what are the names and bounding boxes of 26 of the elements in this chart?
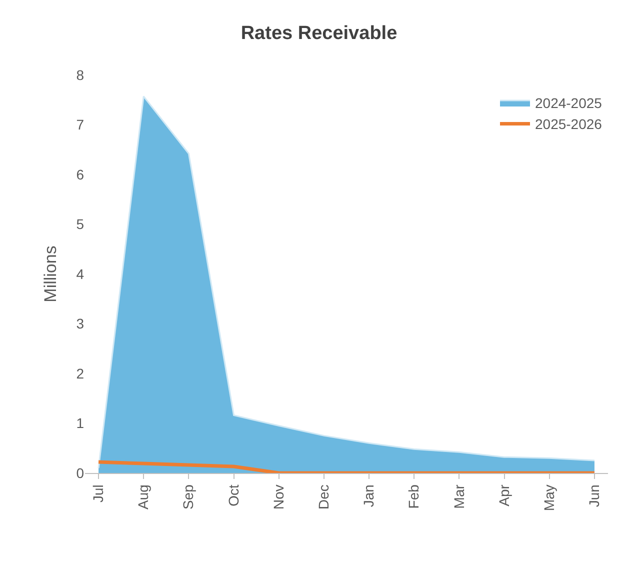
- y-axis-title: Millions: [40, 246, 60, 302]
- y-tick-label: 6: [76, 166, 84, 182]
- legend-label: 2025-2026: [535, 116, 602, 132]
- x-tick-label: Jan: [360, 484, 377, 508]
- x-tick-label: Aug: [135, 484, 152, 510]
- x-tick-label: Mar: [450, 484, 467, 509]
- y-tick-label: 2: [76, 365, 84, 382]
- y-tick-label: 8: [76, 66, 84, 83]
- x-tick-label: Dec: [316, 484, 332, 510]
- line-series: [96, 460, 596, 473]
- y-tick-label: 5: [76, 216, 84, 232]
- x-tick-label: Apr: [496, 484, 512, 506]
- legend-label: 2024-2025: [535, 95, 602, 111]
- x-tick-label: Sep: [180, 484, 196, 510]
- x-tick-label: Jul: [90, 484, 106, 503]
- chart-title: Rates Receivable: [240, 23, 398, 44]
- x-tick-label: Jun: [586, 484, 602, 508]
- x-tick-label: Oct: [225, 484, 242, 506]
- y-tick-label: 4: [76, 266, 84, 282]
- y-tick-label: 0: [76, 464, 84, 481]
- y-tick-label: 7: [76, 116, 84, 133]
- y-tick-label: 3: [76, 316, 84, 332]
- x-tick-label: May: [540, 484, 557, 512]
- x-tick-label: Feb: [406, 484, 422, 509]
- y-tick-label: 1: [76, 415, 84, 432]
- x-tick-label: Nov: [270, 484, 286, 510]
